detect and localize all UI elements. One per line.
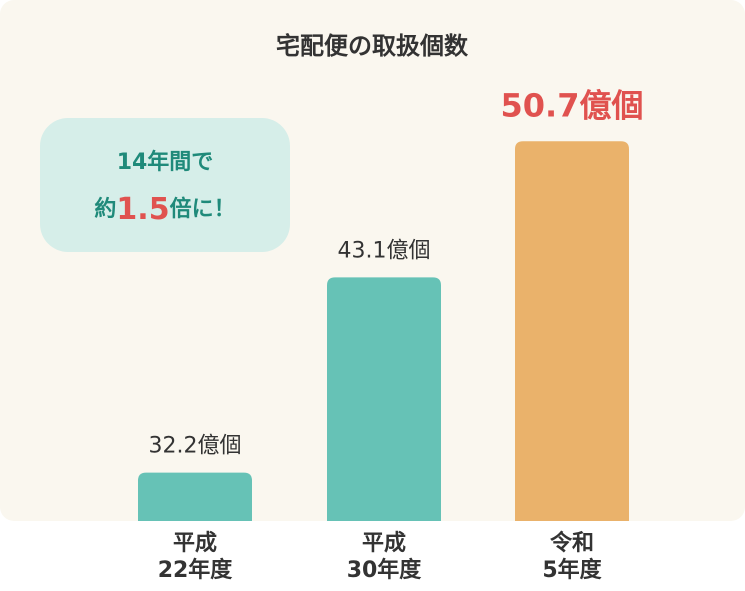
callout-number: 1.5 [116, 192, 169, 227]
value-label: 43.1億個 [338, 238, 431, 263]
value-label: 50.7億個 [501, 86, 644, 124]
chart-title: 宅配便の取扱個数 [276, 32, 469, 60]
x-tick-label: 平成 22年度 [157, 531, 233, 583]
value-label: 32.2億個 [149, 434, 242, 459]
x-tick-label: 令和 5年度 [542, 531, 602, 583]
callout-line1: 14年間で [117, 149, 214, 175]
bar [327, 277, 441, 521]
bar [515, 141, 629, 522]
callout-prefix: 約 [94, 196, 116, 222]
callout-suffix: 倍に！ [170, 196, 236, 222]
callout-line2: 約1.5倍に！ [94, 192, 235, 227]
x-tick-label: 平成 30年度 [346, 531, 422, 583]
bar [138, 472, 252, 521]
callout-box [40, 118, 290, 252]
